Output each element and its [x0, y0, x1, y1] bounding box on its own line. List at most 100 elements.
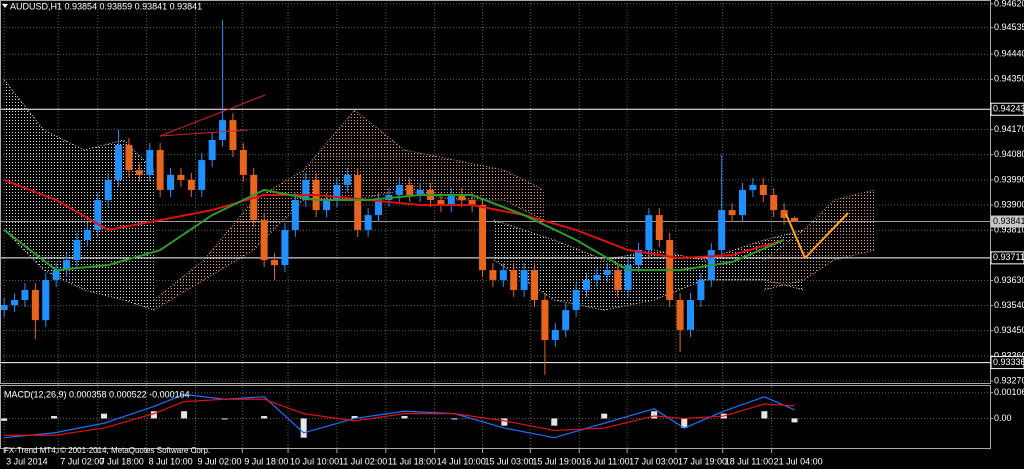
- candle-body: [447, 194, 455, 206]
- x-tick-label: 8 Jul 10:00: [149, 456, 193, 466]
- macd-hist-bar: [221, 418, 228, 420]
- candle-body: [790, 217, 798, 222]
- macd-hist-bar: [501, 418, 508, 426]
- candle-body: [187, 179, 195, 190]
- macd-hist-bar: [300, 418, 307, 438]
- candle-body: [52, 270, 60, 280]
- candle-body: [21, 289, 29, 301]
- macd-hist-bar: [351, 416, 358, 419]
- y-tick-label: 0.94440: [994, 49, 1024, 59]
- candle-body: [614, 270, 622, 290]
- trendline: [159, 94, 266, 137]
- y-tick-label: 0.001067: [994, 387, 1024, 397]
- x-tick-label: 7 Jul 02:00: [60, 456, 104, 466]
- candle-body: [635, 250, 643, 266]
- candle-body: [437, 200, 445, 206]
- level-label-box: [990, 356, 1024, 370]
- x-tick-label: 9 Jul 18:00: [244, 456, 288, 466]
- macd-hist-bar: [601, 413, 608, 419]
- x-tick-label: 14 Jul 10:00: [437, 456, 486, 466]
- y-tick-label: 0.94350: [994, 74, 1024, 84]
- level-label-box: [990, 102, 1024, 116]
- macd-main: [4, 393, 795, 439]
- candle-body: [510, 270, 518, 290]
- x-tick-label: 7 Jul 18:00: [100, 456, 144, 466]
- candle-body: [271, 260, 279, 266]
- candle-body: [406, 184, 414, 195]
- y-tick-label: 0.94620: [994, 0, 1024, 8]
- candle-body: [770, 194, 778, 211]
- candle-body: [11, 300, 19, 306]
- macd-hist-bar: [651, 411, 658, 419]
- candle-body: [749, 184, 757, 190]
- y-tick-label: 0.93810: [994, 225, 1024, 235]
- level-label-box: [990, 251, 1024, 265]
- candle-body: [645, 215, 653, 251]
- x-tick-label: 15 Jul 19:00: [532, 456, 581, 466]
- candle-body: [63, 260, 71, 271]
- moving-average: [3, 178, 785, 260]
- candle-body: [83, 229, 91, 240]
- candle-body: [167, 174, 175, 190]
- candle-body: [146, 150, 154, 175]
- x-tick-label: 18 Jul 11:00: [725, 456, 773, 466]
- macd-frame: [0, 385, 991, 449]
- projection-line: [785, 213, 806, 259]
- x-tick-label: 17 Jul 19:00: [678, 456, 727, 466]
- candle-body: [94, 200, 102, 230]
- candle-body: [291, 200, 299, 230]
- candle-body: [239, 150, 247, 175]
- candle-body: [115, 144, 123, 180]
- candle-body: [104, 179, 112, 201]
- macd-hist-bar: [551, 418, 558, 426]
- y-tick-label: 0.93270: [994, 375, 1024, 385]
- candle-body: [198, 160, 206, 190]
- candle-body: [531, 270, 539, 301]
- macd-hist-bar: [681, 418, 688, 429]
- candle-body: [323, 200, 331, 211]
- level-label: 0.93711: [993, 252, 1024, 262]
- x-tick-label: 15 Jul 03:00: [485, 456, 534, 466]
- macd-hist-bar: [51, 416, 58, 419]
- candle-body: [375, 200, 383, 216]
- macd-hist-bar: [181, 411, 188, 419]
- candle-body: [42, 279, 50, 321]
- macd-hist-bar: [100, 413, 107, 419]
- candle-body: [489, 270, 497, 280]
- candle-body: [395, 184, 403, 195]
- x-tick-label: 11 Jul 02:00: [339, 456, 387, 466]
- macd-hist-bar: [761, 411, 768, 419]
- chart-title: AUDUSD,H1 0.93854 0.93859 0.93841 0.9384…: [10, 1, 202, 11]
- candle-body: [229, 120, 237, 151]
- macd-hist-bar: [150, 411, 157, 419]
- under-layer: [0, 0, 990, 449]
- candle-body: [499, 270, 507, 280]
- y-tick-label: 0.93450: [994, 325, 1024, 335]
- y-tick-label: 0.93540: [994, 300, 1024, 310]
- y-tick-label: 0.93990: [994, 174, 1024, 184]
- candle-body: [208, 139, 216, 161]
- candle-body: [156, 150, 164, 190]
- marks-layer: [0, 3, 993, 453]
- candle-body: [739, 189, 746, 216]
- level-label: 0.94243: [993, 104, 1024, 114]
- candle-body: [583, 279, 591, 290]
- candle-body: [759, 184, 767, 195]
- candle-body: [177, 174, 185, 180]
- candle-body: [468, 200, 476, 206]
- x-tick-label: 10 Jul 10:00: [290, 456, 339, 466]
- candle-body: [687, 300, 695, 330]
- candle-body: [219, 120, 227, 140]
- last-price-label: 0.93841: [993, 216, 1024, 226]
- last-price-box: [991, 215, 1024, 228]
- cloud-span: [764, 189, 875, 261]
- y-tick-label: 0.94170: [994, 124, 1024, 134]
- macd-hist-bar: [1, 418, 8, 421]
- y-tick-label: 0.00: [994, 413, 1012, 423]
- moving-average: [3, 188, 785, 272]
- candle-body: [354, 174, 362, 230]
- x-tick-label: 17 Jul 03:00: [629, 456, 678, 466]
- candle-body: [562, 310, 570, 330]
